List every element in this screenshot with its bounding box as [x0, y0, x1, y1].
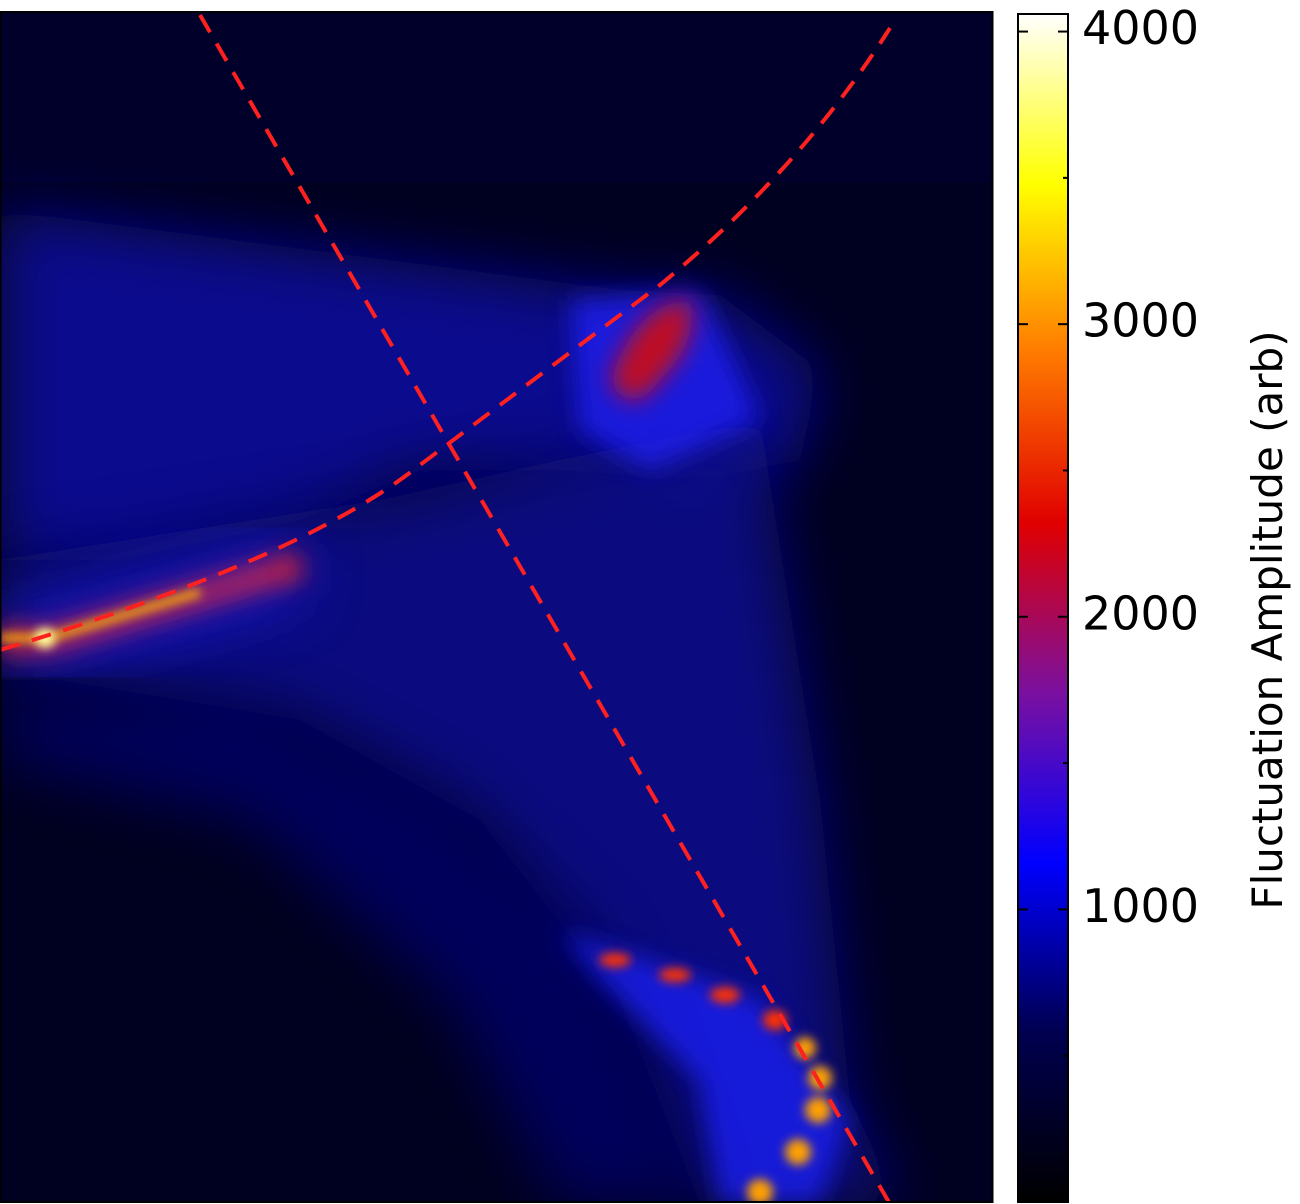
- plot-frame: [0, 11, 994, 1203]
- colorbar-tick-label: 4000: [1082, 1, 1199, 55]
- colorbar-label: Fluctuation Amplitude (arb): [1243, 330, 1292, 909]
- colorbar: [1017, 13, 1069, 1203]
- colorbar-tick-label: 3000: [1082, 294, 1199, 348]
- colorbar-tick-label: 1000: [1082, 879, 1199, 933]
- colorbar-tick-label: 2000: [1082, 586, 1199, 640]
- heatmap-image: [0, 12, 993, 1202]
